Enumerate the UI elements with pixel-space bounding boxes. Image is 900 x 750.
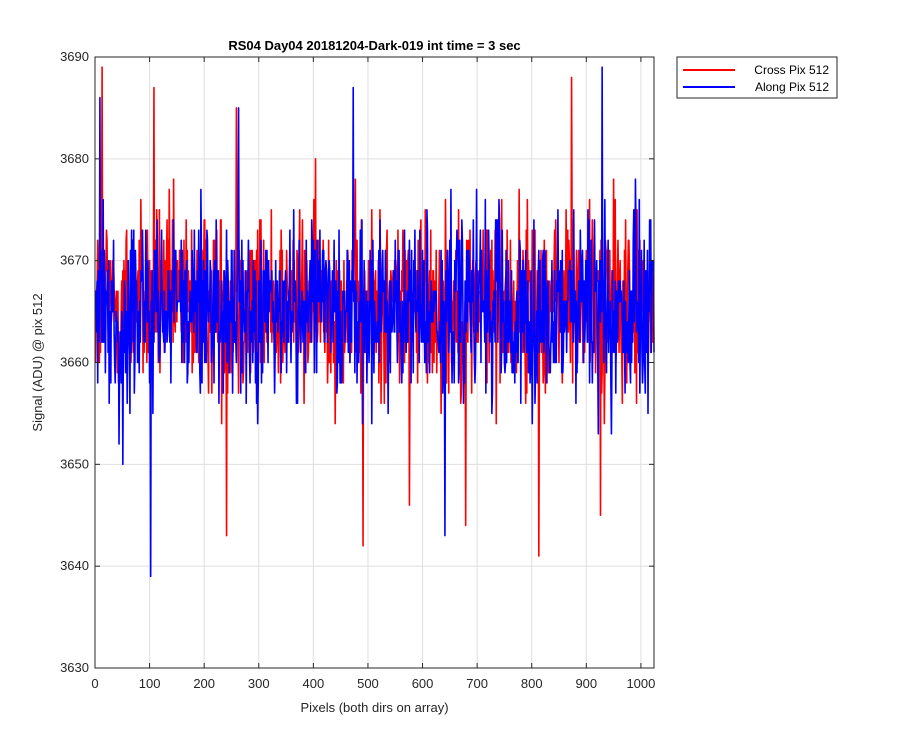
y-tick-label: 3680 xyxy=(60,151,89,166)
legend-entry-cross: Cross Pix 512 xyxy=(754,63,829,77)
chart-title: RS04 Day04 20181204-Dark-019 int time = … xyxy=(228,38,520,53)
series-line-along xyxy=(94,66,655,578)
x-tick-label: 900 xyxy=(575,676,597,691)
y-tick-label: 3640 xyxy=(60,558,89,573)
y-tick-label: 3660 xyxy=(60,355,89,370)
x-axis-label: Pixels (both dirs on array) xyxy=(300,700,448,715)
x-tick-label: 200 xyxy=(193,676,215,691)
legend-box xyxy=(676,56,838,99)
x-tick-label: 0 xyxy=(91,676,98,691)
x-tick-label: 100 xyxy=(139,676,161,691)
x-tick-label: 700 xyxy=(466,676,488,691)
y-tick-label: 3630 xyxy=(60,660,89,675)
x-tick-label: 400 xyxy=(303,676,325,691)
x-tick-label: 500 xyxy=(357,676,379,691)
y-tick-label: 3690 xyxy=(60,49,89,64)
x-tick-label: 1000 xyxy=(626,676,655,691)
y-tick-label: 3650 xyxy=(60,456,89,471)
y-axis-label: Signal (ADU) @ pix 512 xyxy=(30,293,45,431)
legend: Cross Pix 512 Along Pix 512 xyxy=(676,56,838,99)
series-layer xyxy=(94,66,655,578)
legend-entry-along: Along Pix 512 xyxy=(755,80,829,94)
y-tick-label: 3670 xyxy=(60,253,89,268)
x-tick-label: 800 xyxy=(521,676,543,691)
ticks: 0 100 200 300 400 500 600 700 800 900 1000 3630 3640… xyxy=(60,49,655,691)
x-tick-label: 300 xyxy=(248,676,270,691)
x-tick-label: 600 xyxy=(412,676,434,691)
